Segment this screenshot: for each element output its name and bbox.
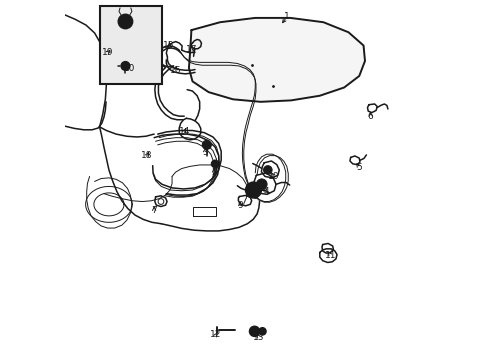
Text: 14: 14 bbox=[178, 127, 189, 136]
Text: 7: 7 bbox=[151, 206, 157, 215]
Text: 18: 18 bbox=[141, 151, 152, 160]
Text: 12: 12 bbox=[210, 330, 221, 339]
Text: 6: 6 bbox=[367, 112, 373, 121]
Text: 1: 1 bbox=[284, 12, 289, 21]
Bar bbox=[100, 6, 162, 84]
Text: 9: 9 bbox=[237, 201, 243, 210]
Circle shape bbox=[202, 140, 211, 149]
Text: 8: 8 bbox=[252, 192, 258, 201]
Circle shape bbox=[121, 17, 129, 26]
Text: 20: 20 bbox=[123, 64, 134, 73]
Text: 19: 19 bbox=[102, 48, 113, 57]
Text: 4: 4 bbox=[263, 187, 268, 196]
Circle shape bbox=[118, 14, 132, 29]
Text: 11: 11 bbox=[324, 251, 336, 260]
Text: 15: 15 bbox=[163, 41, 175, 50]
Circle shape bbox=[245, 182, 261, 198]
Polygon shape bbox=[188, 18, 364, 102]
Circle shape bbox=[211, 160, 218, 167]
Text: 17: 17 bbox=[185, 45, 197, 54]
Circle shape bbox=[258, 328, 265, 335]
Text: 3: 3 bbox=[202, 148, 207, 157]
Circle shape bbox=[263, 166, 271, 174]
Circle shape bbox=[121, 62, 129, 70]
Text: 2: 2 bbox=[211, 168, 216, 177]
Circle shape bbox=[249, 326, 259, 336]
Text: 5: 5 bbox=[356, 163, 362, 172]
Circle shape bbox=[256, 179, 266, 190]
Text: 10: 10 bbox=[267, 172, 279, 181]
Text: 16: 16 bbox=[169, 66, 181, 75]
Text: 13: 13 bbox=[253, 333, 264, 342]
